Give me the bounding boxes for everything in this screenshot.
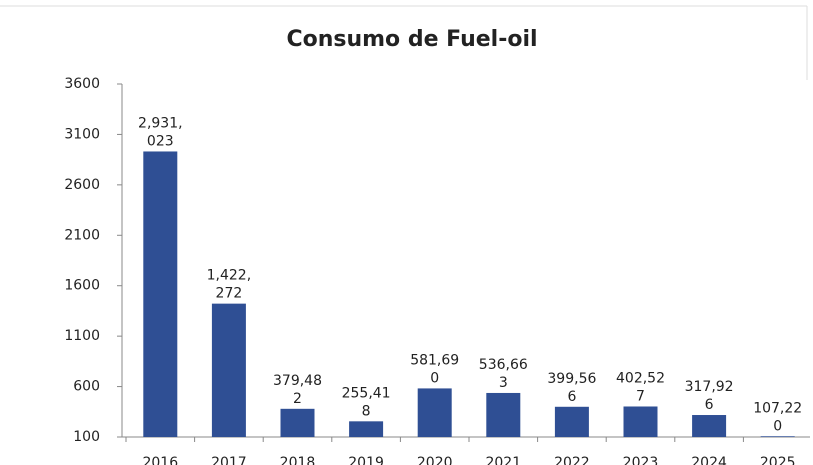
bar — [349, 421, 384, 437]
x-tick-label: 2017 — [211, 455, 247, 465]
bar — [417, 388, 452, 437]
data-label: 2,931, 023 — [138, 115, 183, 149]
data-label: 402,52 7 — [616, 370, 665, 404]
data-label: 107,22 0 — [753, 400, 802, 434]
bar — [623, 406, 658, 437]
x-tick-label: 2018 — [280, 455, 316, 465]
y-tick-label: 3600 — [64, 76, 100, 92]
y-tick-label: 600 — [73, 379, 100, 395]
data-label: 317,92 6 — [685, 379, 734, 413]
data-label: 581,69 0 — [410, 352, 459, 386]
data-label: 255,41 8 — [342, 385, 391, 419]
y-tick-label: 100 — [73, 429, 100, 445]
bar — [692, 415, 727, 437]
y-tick-label: 1600 — [64, 278, 100, 294]
data-label: 1,422, 272 — [207, 268, 252, 302]
data-label: 536,66 3 — [479, 357, 528, 391]
x-tick-label: 2023 — [623, 455, 659, 465]
bar — [280, 408, 315, 437]
y-tick-label: 1100 — [64, 328, 100, 344]
y-tick-label: 3100 — [64, 126, 100, 142]
x-tick-label: 2016 — [142, 455, 178, 465]
chart-title: Consumo de Fuel-oil — [286, 27, 537, 52]
bar — [760, 436, 795, 437]
x-tick-label: 2020 — [417, 455, 453, 465]
bar — [143, 151, 178, 437]
x-tick-label: 2019 — [348, 455, 384, 465]
bar — [211, 303, 246, 437]
x-tick-label: 2022 — [554, 455, 590, 465]
y-tick-label: 2600 — [64, 177, 100, 193]
x-tick-label: 2021 — [485, 455, 521, 465]
x-tick-label: 2025 — [760, 455, 796, 465]
bar — [554, 406, 589, 437]
y-tick-label: 2100 — [64, 227, 100, 243]
x-tick-label: 2024 — [691, 455, 727, 465]
bar — [486, 392, 521, 437]
data-label: 399,56 6 — [547, 371, 596, 405]
data-label: 379,48 2 — [273, 373, 322, 407]
